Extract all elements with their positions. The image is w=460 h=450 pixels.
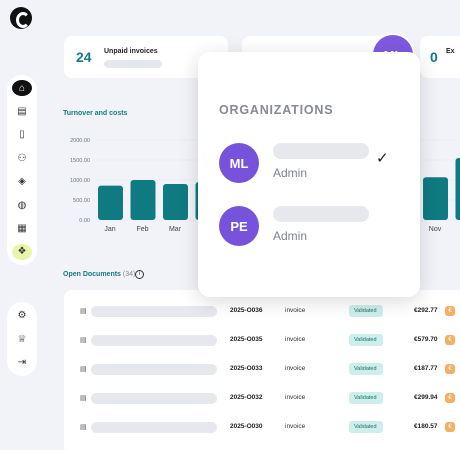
doc-type: invoice <box>285 394 306 401</box>
docs-count: (34) <box>122 271 136 278</box>
contacts-icon[interactable]: ⚇ <box>17 152 27 164</box>
home-icon[interactable]: ⌂ <box>12 80 32 97</box>
doc-type: invoice <box>285 336 306 343</box>
y-tick-label: 1500.00 <box>70 158 90 164</box>
logout-icon[interactable]: ⇥ <box>17 357 27 369</box>
chart-bar[interactable] <box>423 177 448 220</box>
document-icon: ▤ <box>80 337 87 344</box>
table-row[interactable]: ▤ 2025-O036 invoice Validated €292.77 € <box>64 298 460 326</box>
org-name-placeholder <box>273 143 369 159</box>
org-item[interactable]: ML Admin ✓ <box>198 140 420 188</box>
status-badge: Validated <box>349 363 383 375</box>
box-icon[interactable]: ◈ <box>18 176 26 188</box>
invoice-icon[interactable]: ▯ <box>19 129 25 141</box>
bank-icon[interactable]: ◍ <box>17 199 27 211</box>
app-logo[interactable] <box>10 7 32 29</box>
doc-number: 2025-O035 <box>230 336 263 343</box>
org-avatar: PE <box>219 206 259 246</box>
doc-number: 2025-O033 <box>230 365 263 372</box>
x-tick-label: Nov <box>429 226 442 233</box>
org-role: Admin <box>273 229 308 243</box>
stat-value: 24 <box>76 49 92 65</box>
crown-icon[interactable]: ♕ <box>17 333 27 345</box>
document-icon: ▤ <box>80 395 87 402</box>
sidebar-main: ⌂ ▤ ▯ ⚇ ◈ ◍ ▦ ❖ <box>7 75 37 265</box>
chart-title: Turnover and costs <box>63 110 128 117</box>
name-placeholder <box>91 335 217 346</box>
name-placeholder <box>91 306 217 317</box>
documents-icon[interactable]: ▤ <box>17 106 27 118</box>
settings-icon[interactable]: ⚙ <box>17 309 27 321</box>
document-icon: ▤ <box>80 366 87 373</box>
table-row[interactable]: ▤ 2025-O032 invoice Validated €299.94 € <box>64 385 460 413</box>
x-tick-label: Feb <box>136 226 148 233</box>
name-placeholder <box>91 393 217 404</box>
table-row[interactable]: ▤ 2025-O035 invoice Validated €579.70 € <box>64 327 460 355</box>
doc-amount: €180.57 <box>414 423 438 430</box>
doc-number: 2025-O036 <box>230 307 263 314</box>
x-tick-label: Jan <box>104 226 115 233</box>
doc-type: invoice <box>285 423 306 430</box>
info-icon[interactable]: i <box>135 270 144 279</box>
apps-icon[interactable]: ▦ <box>17 222 27 234</box>
chart-bar[interactable] <box>163 184 188 220</box>
doc-number: 2025-O030 <box>230 423 263 430</box>
doc-number: 2025-O032 <box>230 394 263 401</box>
y-tick-label: 500.00 <box>73 198 90 204</box>
status-badge: Validated <box>349 305 383 317</box>
stat-title: Unpaid invoices <box>104 48 158 55</box>
payment-icon[interactable]: € <box>445 335 455 345</box>
document-icon: ▤ <box>80 308 87 315</box>
open-documents-title: Open Documents (34) <box>63 271 135 278</box>
y-tick-label: 0.00 <box>79 218 90 224</box>
chart-bar[interactable] <box>455 158 460 220</box>
check-icon: ✓ <box>376 150 389 167</box>
chart-bar[interactable] <box>130 180 156 220</box>
dropdown-heading: ORGANIZATIONS <box>219 103 334 117</box>
organizations-dropdown: ORGANIZATIONS ML Admin ✓ PE Admin <box>198 52 420 297</box>
chart-bar[interactable] <box>98 185 123 220</box>
stat-title: Ex <box>446 48 455 55</box>
y-tick-label: 1000.00 <box>70 178 90 184</box>
name-placeholder <box>91 422 217 433</box>
integrations-icon[interactable]: ❖ <box>12 243 32 260</box>
table-row[interactable]: ▤ 2025-O030 invoice Validated €180.57 € <box>64 414 460 442</box>
status-badge: Validated <box>349 421 383 433</box>
doc-amount: €299.94 <box>414 394 438 401</box>
org-name-placeholder <box>273 206 369 222</box>
org-role: Admin <box>273 166 308 180</box>
payment-icon[interactable]: € <box>445 364 455 374</box>
y-tick-label: 2000.00 <box>70 138 90 144</box>
stat-value: 0 <box>430 49 438 65</box>
table-row[interactable]: ▤ 2025-O033 invoice Validated €187.77 € <box>64 356 460 384</box>
name-placeholder <box>91 364 217 375</box>
doc-amount: €579.70 <box>414 336 438 343</box>
doc-type: invoice <box>285 365 306 372</box>
org-item[interactable]: PE Admin <box>198 203 420 251</box>
sidebar-bottom: ⚙ ♕ ⇥ <box>7 302 37 376</box>
x-tick-label: Mar <box>169 226 182 233</box>
document-icon: ▤ <box>80 424 87 431</box>
stat-card-3[interactable]: 0 Ex <box>420 36 460 78</box>
payment-icon[interactable]: € <box>445 422 455 432</box>
status-badge: Validated <box>349 392 383 404</box>
documents-table: ▤ 2025-O036 invoice Validated €292.77 € ▤ 2025-… <box>64 290 460 450</box>
doc-amount: €187.77 <box>414 365 438 372</box>
doc-type: invoice <box>285 307 306 314</box>
docs-title-label: Open Documents <box>63 271 121 278</box>
doc-amount: €292.77 <box>414 307 438 314</box>
payment-icon[interactable]: € <box>445 306 455 316</box>
org-avatar: ML <box>219 143 259 183</box>
payment-icon[interactable]: € <box>445 393 455 403</box>
stat-placeholder-bar <box>104 60 162 68</box>
status-badge: Validated <box>349 334 383 346</box>
